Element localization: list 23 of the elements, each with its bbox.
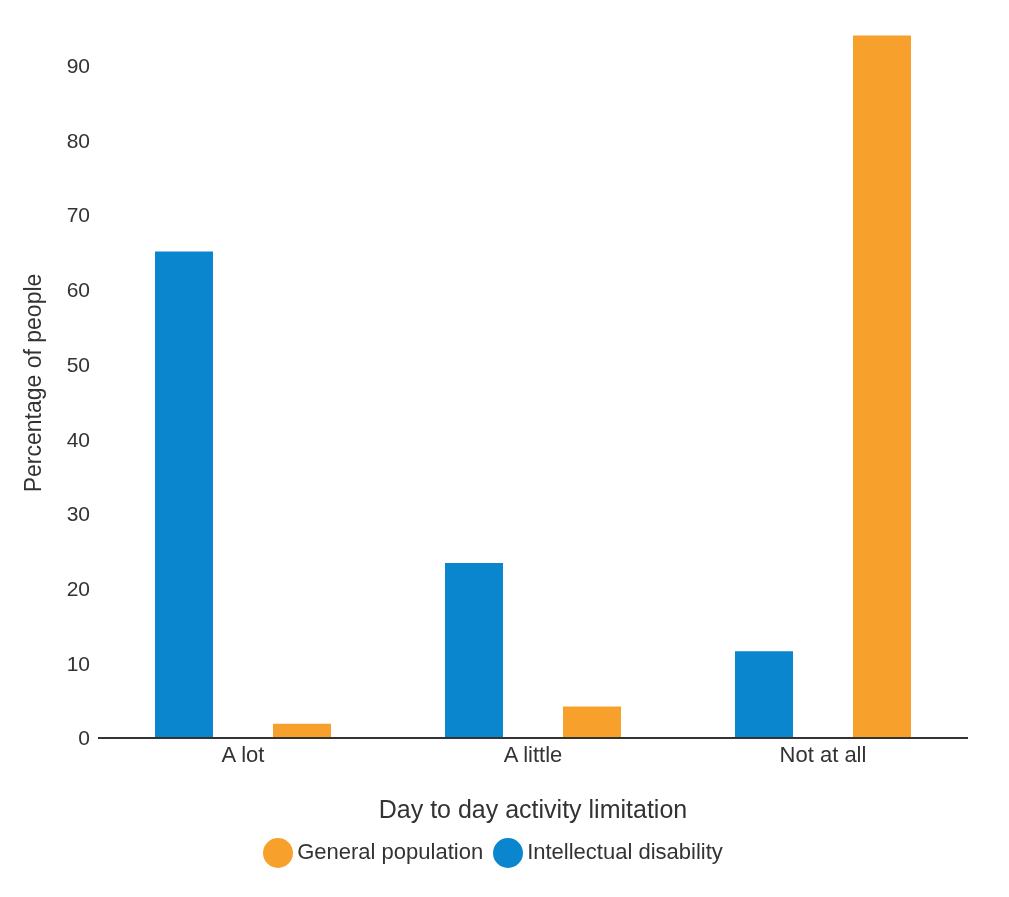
y-tick-label: 70 xyxy=(66,203,90,227)
bar xyxy=(853,35,911,738)
y-tick-label: 60 xyxy=(66,278,90,302)
y-axis-title: Percentage of people xyxy=(20,273,47,493)
legend-label: General population xyxy=(297,838,484,864)
y-tick-label: 40 xyxy=(66,427,90,451)
bar xyxy=(445,563,503,738)
bar xyxy=(735,651,793,738)
y-tick-label: 10 xyxy=(66,651,90,675)
bar xyxy=(563,706,621,738)
legend-label: Intellectual disability xyxy=(527,838,723,864)
y-tick-label: 50 xyxy=(66,352,90,376)
bar xyxy=(273,723,331,738)
x-tick-label: A lot xyxy=(221,741,265,767)
y-tick-label: 90 xyxy=(66,53,90,77)
y-tick-label: 0 xyxy=(78,726,90,750)
y-tick-label: 20 xyxy=(66,576,90,600)
x-tick-label: A little xyxy=(503,741,563,767)
y-tick-label: 30 xyxy=(66,502,90,526)
x-axis-title: Day to day activity limitation xyxy=(378,795,688,823)
x-tick-label: Not at all xyxy=(779,741,867,767)
y-tick-label: 80 xyxy=(66,128,90,152)
bar xyxy=(155,251,213,738)
